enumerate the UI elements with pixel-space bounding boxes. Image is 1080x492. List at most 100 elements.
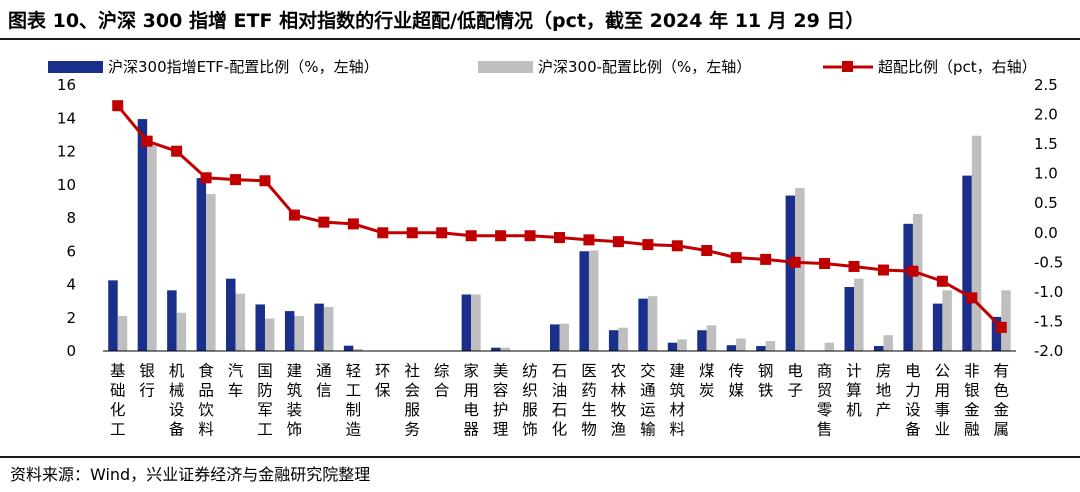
etf-bar — [314, 303, 324, 351]
index-bar — [559, 323, 569, 351]
category-char: 输 — [640, 421, 656, 439]
category-char: 融 — [964, 421, 980, 439]
category-char: 工 — [110, 421, 126, 439]
category-char: 造 — [346, 421, 362, 439]
category-label: 电子 — [787, 362, 803, 400]
category-labels: 基础化工银行机械设备食品饮料汽车国防军工建筑装饰通信轻工制造环保社会服务综合家用… — [110, 362, 1010, 439]
category-char: 材 — [670, 401, 686, 419]
overweight-point — [436, 227, 448, 239]
chart-title: 图表 10、沪深 300 指增 ETF 相对指数的行业超配/低配情况（pct，截… — [8, 10, 865, 32]
source-note: 资料来源：Wind，兴业证券经济与金融研究院整理 — [10, 465, 371, 484]
index-bar — [795, 188, 805, 351]
index-bar — [854, 278, 864, 351]
index-bar — [824, 342, 835, 351]
category-char: 装 — [287, 401, 303, 419]
left-tick-label: 14 — [57, 109, 76, 127]
etf-bar — [638, 298, 648, 351]
category-char: 地 — [876, 382, 892, 400]
category-char: 备 — [169, 421, 185, 439]
category-char: 石 — [552, 362, 568, 380]
title-rule — [0, 38, 1080, 40]
legend-index-label: 沪深300-配置比例（%，左轴） — [538, 58, 751, 76]
category-char: 筑 — [287, 382, 303, 400]
category-char: 信 — [316, 382, 332, 400]
index-bar — [765, 341, 776, 351]
category-char: 交 — [640, 362, 656, 380]
category-char: 物 — [581, 421, 597, 439]
overweight-point — [936, 275, 948, 287]
category-label: 钢铁 — [758, 362, 774, 400]
right-axis: -2.0 -1.5 -1.0 -0.5 0.0 0.5 1.0 1.5 2.0 2.5 — [1034, 76, 1063, 360]
category-char: 械 — [169, 382, 185, 400]
category-char: 传 — [728, 362, 744, 380]
category-char: 公 — [935, 362, 951, 380]
bars — [108, 119, 1011, 351]
etf-bar — [991, 316, 1002, 351]
etf-bar — [550, 324, 560, 351]
category-label: 汽车 — [228, 362, 244, 400]
category-char: 护 — [493, 401, 509, 419]
category-char: 银 — [964, 382, 980, 400]
left-tick-label: 12 — [57, 143, 76, 161]
category-char: 国 — [257, 362, 273, 380]
overweight-point — [112, 100, 124, 112]
category-char: 备 — [905, 421, 921, 439]
overweight-point — [347, 218, 359, 230]
category-char: 汽 — [228, 362, 244, 380]
category-char: 环 — [375, 362, 391, 380]
left-tick-label: 8 — [66, 209, 76, 227]
category-char: 建 — [670, 362, 686, 380]
category-char: 电 — [463, 401, 479, 419]
overweight-point — [789, 256, 801, 268]
index-bar — [706, 325, 717, 351]
overweight-point — [495, 230, 507, 242]
etf-bar — [903, 223, 913, 351]
index-bar — [677, 339, 687, 351]
etf-bar — [343, 345, 354, 351]
category-char: 务 — [404, 421, 420, 439]
category-char: 通 — [316, 362, 332, 380]
category-char: 美 — [493, 362, 509, 380]
left-tick-label: 6 — [66, 242, 76, 260]
category-char: 家 — [463, 362, 479, 380]
index-bar — [471, 294, 481, 351]
index-bar — [147, 145, 157, 351]
overweight-point — [671, 240, 683, 252]
left-axis: 0 2 4 6 8 10 12 14 16 — [57, 76, 76, 360]
overweight-line — [112, 100, 1007, 333]
index-bar — [971, 135, 982, 351]
category-char: 媒 — [728, 382, 744, 400]
right-tick-label: -0.5 — [1034, 253, 1063, 271]
category-char: 铁 — [758, 382, 774, 400]
legend-line-marker — [842, 61, 853, 72]
index-bar — [942, 290, 952, 351]
overweight-point — [288, 209, 300, 221]
index-bar — [618, 327, 628, 351]
category-char: 用 — [463, 382, 479, 400]
index-bar — [235, 293, 246, 351]
category-char: 房 — [876, 362, 892, 380]
left-tick-label: 0 — [66, 342, 76, 360]
overweight-point — [524, 230, 536, 242]
category-char: 农 — [611, 362, 627, 380]
overweight-point — [406, 227, 418, 239]
category-char: 电 — [905, 362, 921, 380]
overweight-point — [730, 252, 742, 264]
category-char: 通 — [640, 382, 656, 400]
category-char: 非 — [964, 362, 980, 380]
right-tick-label: -1.5 — [1034, 312, 1063, 330]
source-rule — [0, 456, 1080, 458]
index-bar — [1001, 290, 1011, 351]
right-tick-label: 0.0 — [1034, 224, 1058, 242]
category-char: 贸 — [817, 382, 833, 400]
category-char: 综 — [434, 362, 450, 380]
left-tick-label: 16 — [57, 76, 76, 94]
overweight-point — [171, 145, 183, 157]
index-bar — [647, 296, 658, 351]
